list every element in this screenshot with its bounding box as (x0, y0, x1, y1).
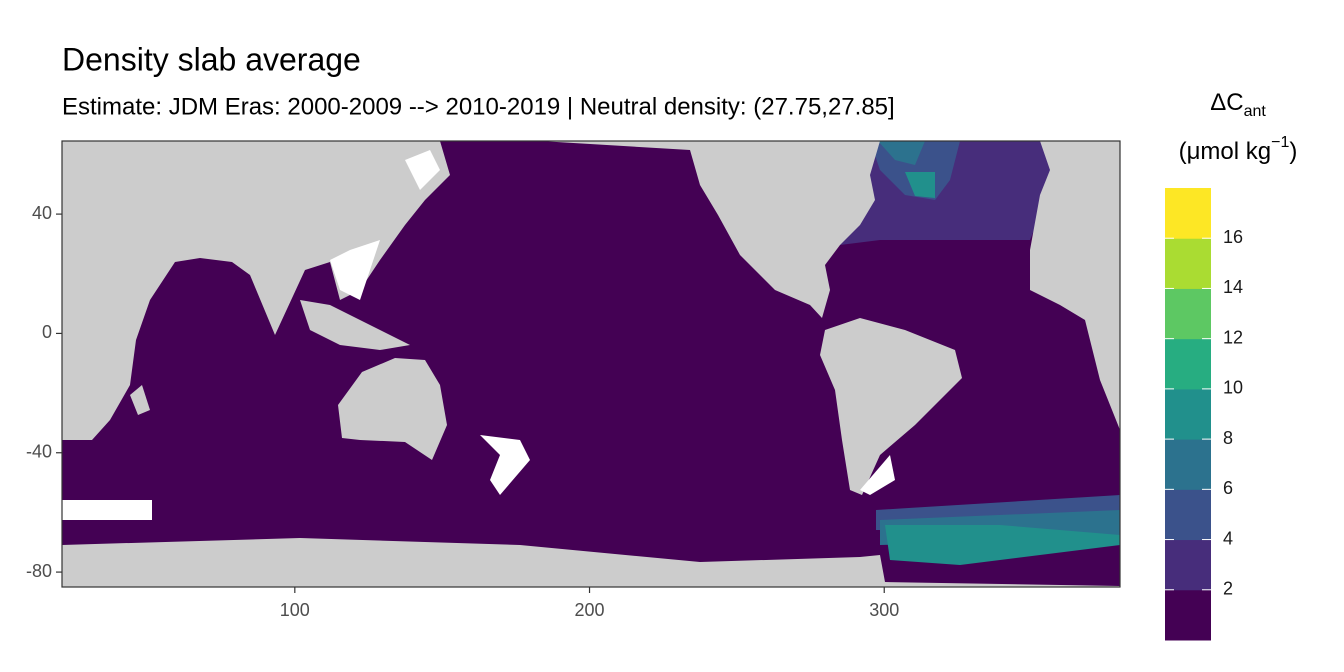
y-tick-label: 40 (32, 203, 52, 223)
legend-title: ΔCant (1210, 89, 1266, 120)
colorbar-bin (1165, 288, 1211, 340)
colorbar-label: 10 (1223, 378, 1243, 398)
colorbar-label: 12 (1223, 327, 1243, 347)
colorbar-label: 16 (1223, 227, 1243, 247)
land (62, 538, 1120, 587)
x-tick-label: 200 (575, 600, 605, 620)
colorbar-label: 8 (1223, 428, 1233, 448)
land (62, 141, 450, 440)
colorbar-bin (1165, 238, 1211, 289)
land (540, 141, 880, 318)
colorbar-label: 6 (1223, 478, 1233, 498)
colorbar-bin (1165, 388, 1211, 440)
x-tick-label: 300 (869, 600, 899, 620)
land (820, 318, 962, 495)
no-data (480, 435, 530, 495)
land (338, 358, 447, 460)
map-layer (62, 141, 1120, 587)
land (960, 141, 1120, 430)
no-data (405, 150, 440, 190)
legend-unit-main: (μmol kg (1179, 138, 1272, 165)
region-fill (885, 525, 1120, 565)
legend-title-main: ΔC (1210, 89, 1243, 116)
colorbar-bin (1165, 489, 1211, 541)
y-tick-label: -80 (26, 561, 52, 581)
land (130, 385, 150, 415)
legend-unit-close: ) (1289, 138, 1297, 165)
x-tick-label: 100 (280, 600, 310, 620)
colorbar-bin (1165, 188, 1211, 239)
panel-border (61, 140, 1121, 588)
region-fill (905, 172, 935, 198)
legend-unit-sup: −1 (1271, 134, 1289, 151)
colorbar-bin (1165, 539, 1211, 591)
chart-title: Density slab average (62, 41, 361, 77)
no-data (860, 455, 895, 495)
y-tick-label: 0 (42, 322, 52, 342)
y-tick-label: -40 (26, 442, 52, 462)
no-data (330, 240, 380, 300)
colorbar-label: 4 (1223, 528, 1233, 548)
region-fill (878, 141, 925, 165)
colorbar-bin (1165, 589, 1211, 641)
colorbar-label: 14 (1223, 277, 1243, 297)
colorbar-bin (1165, 338, 1211, 390)
colorbar-bin (1165, 439, 1211, 490)
chart-subtitle: Estimate: JDM Eras: 2000-2009 --> 2010-2… (62, 93, 895, 120)
legend-title-sub: ant (1244, 103, 1267, 120)
colorbar-label: 2 (1223, 579, 1233, 599)
no-data (62, 500, 152, 520)
land (300, 300, 410, 350)
legend-unit: (μmol kg−1) (1179, 134, 1298, 165)
